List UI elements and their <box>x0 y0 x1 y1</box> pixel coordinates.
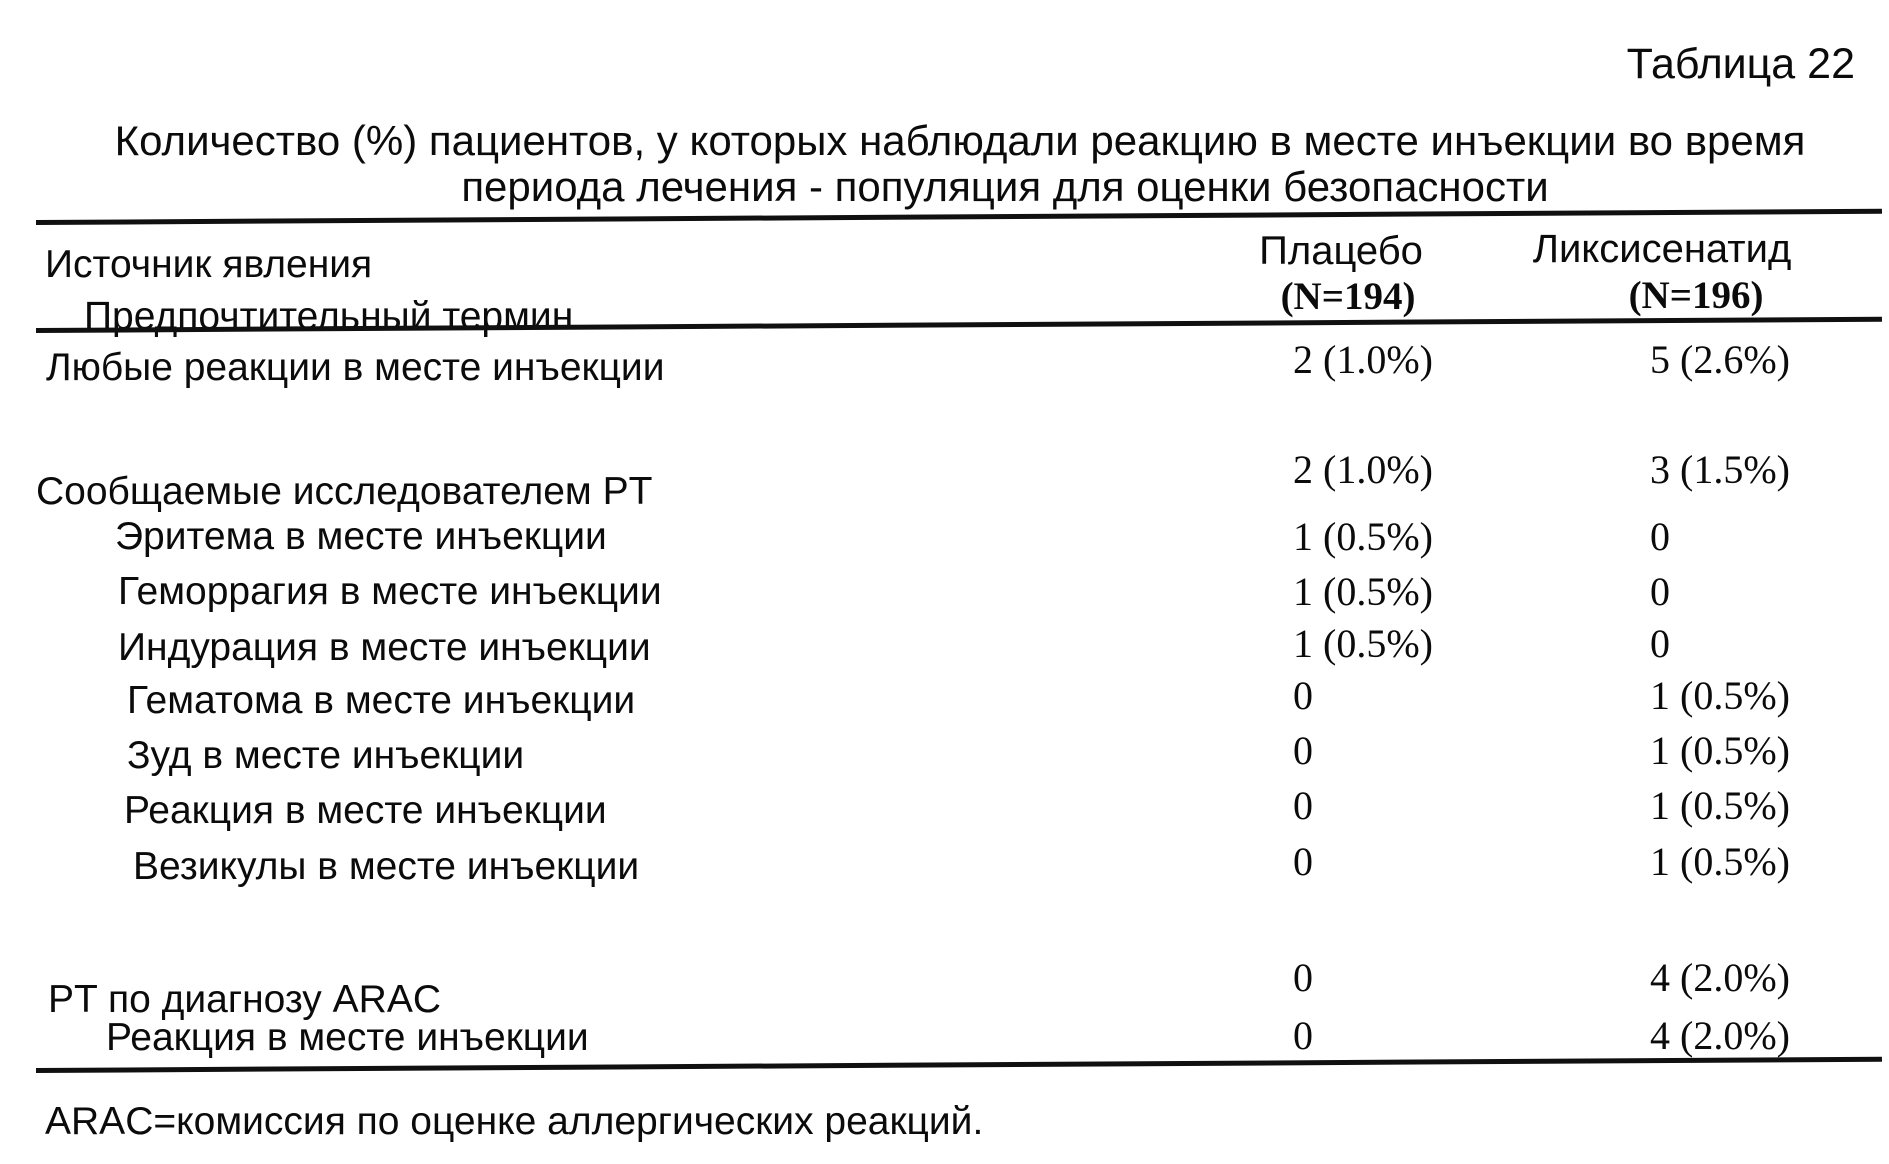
row-term: Реакция в месте инъекции <box>106 1016 589 1059</box>
row-term: Эритема в месте инъекции <box>115 515 607 558</box>
table-row: Реакция в месте инъекции 0 1 (0.5%) <box>0 784 1889 833</box>
table-row: Везикулы в месте инъекции 0 1 (0.5%) <box>0 840 1889 889</box>
row-value-lixisenatide: 1 (0.5%) <box>1650 839 1790 884</box>
column-header-lixisenatide: Ликсисенатид <box>1532 227 1792 271</box>
row-term: Геморрагия в месте инъекции <box>118 570 662 613</box>
row-term: Реакция в месте инъекции <box>124 789 607 832</box>
row-value-lixisenatide: 5 (2.6%) <box>1650 337 1790 382</box>
table-row: Эритема в месте инъекции 1 (0.5%) 0 <box>0 515 1889 559</box>
table-row: Зуд в месте инъекции 0 1 (0.5%) <box>0 729 1889 778</box>
row-term: PT по диагнозу ARAC <box>48 978 441 1021</box>
column-header-lixisenatide-n: (N=196) <box>1628 274 1764 317</box>
row-term: Везикулы в месте инъекции <box>133 845 640 888</box>
row-term: Гематома в месте инъекции <box>127 679 636 722</box>
row-value-placebo: 0 <box>1293 728 1313 773</box>
row-value-placebo: 0 <box>1293 1013 1313 1058</box>
table-row: Любые реакции в месте инъекции 2 (1.0%) … <box>0 338 1889 390</box>
table-rule-top <box>35 208 1882 225</box>
table-title-line1: Количество (%) пациентов, у которых набл… <box>114 117 1806 164</box>
row-value-lixisenatide: 0 <box>1650 569 1670 614</box>
table-row: Гематома в месте инъекции 0 1 (0.5%) <box>0 674 1889 723</box>
row-value-placebo: 2 (1.0%) <box>1293 447 1433 492</box>
row-value-placebo: 0 <box>1293 955 1313 1000</box>
row-value-lixisenatide: 1 (0.5%) <box>1650 673 1790 718</box>
row-value-lixisenatide: 1 (0.5%) <box>1650 728 1790 773</box>
row-value-placebo: 1 (0.5%) <box>1293 514 1433 559</box>
column-header-placebo: Плацебо <box>1259 229 1423 273</box>
row-value-placebo: 0 <box>1293 783 1313 828</box>
row-value-lixisenatide: 0 <box>1650 621 1670 666</box>
row-value-placebo: 0 <box>1293 673 1313 718</box>
table-caption: Таблица 22 <box>1626 40 1855 88</box>
row-value-lixisenatide: 1 (0.5%) <box>1650 783 1790 828</box>
table-row: PT по диагнозу ARAC 0 4 (2.0%) <box>0 956 1889 1022</box>
row-term: Индурация в месте инъекции <box>118 626 651 669</box>
table-title-line2: периода лечения - популяция для оценки б… <box>461 163 1549 210</box>
header-preferred-term: Предпочтительный термин <box>84 295 574 338</box>
row-term: Сообщаемые исследователем PT <box>36 470 653 513</box>
table-row: Индурация в месте инъекции 1 (0.5%) 0 <box>0 622 1889 670</box>
table-row: Реакция в месте инъекции 0 4 (2.0%) <box>0 1013 1889 1060</box>
table-footnote: ARAC=комиссия по оценке аллергических ре… <box>45 1100 984 1143</box>
row-value-lixisenatide: 4 (2.0%) <box>1650 955 1790 1000</box>
header-event-source: Источник явления <box>45 243 373 286</box>
row-value-lixisenatide: 0 <box>1650 514 1670 559</box>
row-value-placebo: 1 (0.5%) <box>1293 569 1433 614</box>
column-header-placebo-n: (N=194) <box>1280 275 1416 318</box>
table-row: Геморрагия в месте инъекции 1 (0.5%) 0 <box>0 570 1889 614</box>
table-row: Сообщаемые исследователем PT 2 (1.0%) 3 … <box>0 448 1889 514</box>
row-value-lixisenatide: 3 (1.5%) <box>1650 447 1790 492</box>
row-value-placebo: 1 (0.5%) <box>1293 621 1433 666</box>
row-value-placebo: 2 (1.0%) <box>1293 337 1433 382</box>
row-value-lixisenatide: 4 (2.0%) <box>1650 1013 1790 1058</box>
row-value-placebo: 0 <box>1293 839 1313 884</box>
row-term: Зуд в месте инъекции <box>127 734 525 777</box>
row-term: Любые реакции в месте инъекции <box>46 346 665 389</box>
